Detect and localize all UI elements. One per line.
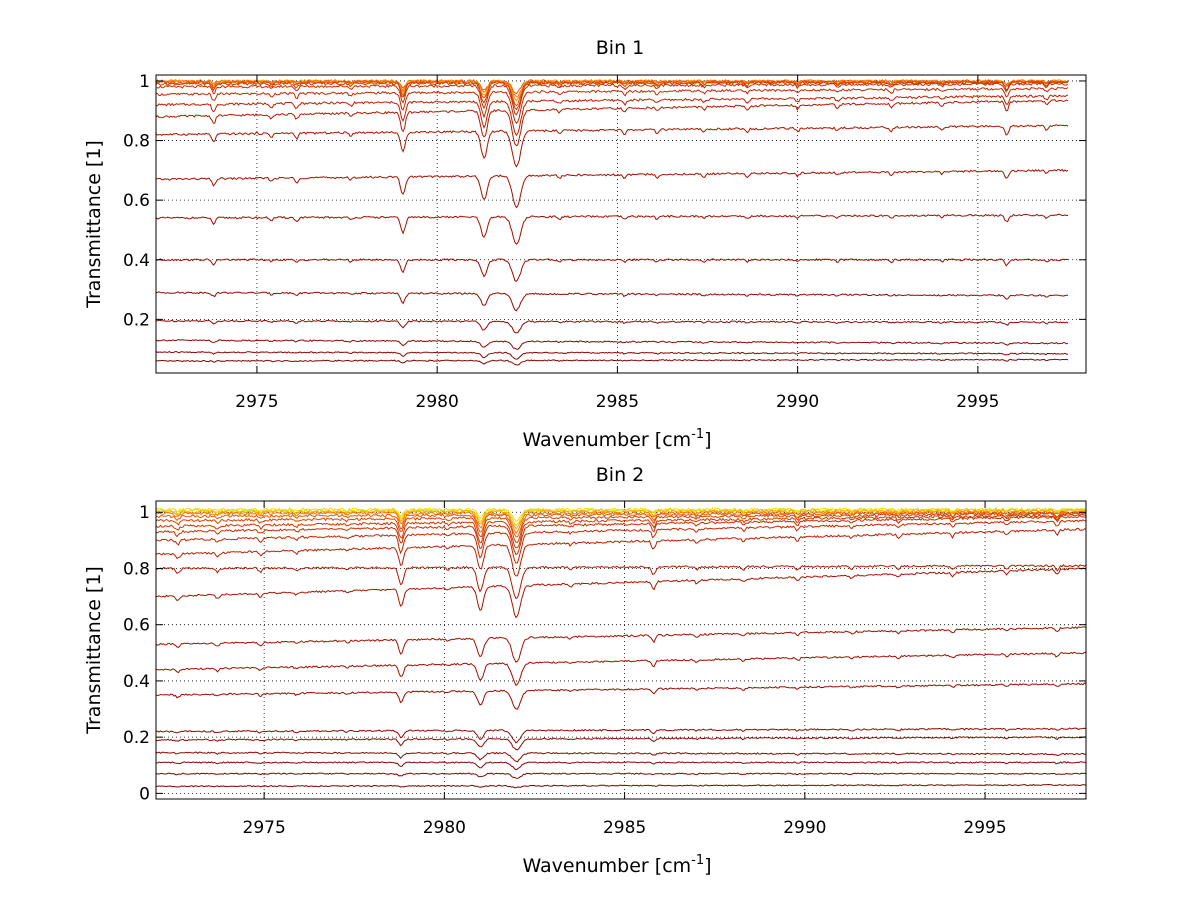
series-line xyxy=(155,682,1087,710)
series-line xyxy=(155,124,1069,168)
x-tick-label: 2985 xyxy=(603,818,646,838)
series-line xyxy=(155,339,1069,350)
plot-area xyxy=(155,500,1087,800)
x-axis-label: Wavenumber [cm-1] xyxy=(522,853,711,877)
y-tick-label: 0.4 xyxy=(123,251,150,271)
series-line xyxy=(155,79,1069,107)
y-tick-label: 0.6 xyxy=(123,616,150,636)
y-tick-label: 1 xyxy=(139,72,150,92)
x-axis-label-text: Wavenumber [cm xyxy=(522,429,691,451)
ticks: 2975 2980 2985 2990 2995 0.2 0.4 0.6 0.8 1 xyxy=(123,72,1086,412)
series-line xyxy=(155,626,1087,663)
series-line xyxy=(155,772,1087,779)
series-line xyxy=(156,727,1087,744)
ticks: 2975 2980 2985 2990 2995 0 0.2 0.4 0.6 0.8 1 xyxy=(123,501,1086,838)
series-line xyxy=(155,168,1069,209)
series-line xyxy=(155,651,1087,687)
plot-area xyxy=(155,74,1087,374)
x-tick-label: 2990 xyxy=(783,818,826,838)
series-line xyxy=(156,358,1069,366)
series-line xyxy=(155,514,1087,556)
x-tick-label: 2980 xyxy=(416,392,459,412)
panel-bin-2: Bin 2 2975 2980 2985 2990 2995 0 0.2 0.4 0.6 0.8 1… xyxy=(83,464,1087,877)
series-line xyxy=(155,319,1069,334)
y-tick-label: 0.6 xyxy=(123,191,150,211)
series-line xyxy=(155,507,1087,527)
series-line xyxy=(155,351,1069,360)
x-axis-label-close: ] xyxy=(704,855,711,877)
series-line xyxy=(155,527,1087,577)
series-line xyxy=(155,783,1087,789)
series-line xyxy=(155,291,1068,312)
series-line xyxy=(155,519,1087,564)
series-line xyxy=(155,79,1069,102)
chart-title: Bin 1 xyxy=(596,37,644,59)
series-line xyxy=(155,94,1069,137)
x-tick-label: 2995 xyxy=(963,818,1006,838)
x-tick-label: 2995 xyxy=(956,392,999,412)
y-tick-label: 0.2 xyxy=(123,728,150,748)
x-tick-label: 2975 xyxy=(235,392,278,412)
series-line xyxy=(155,99,1069,147)
series-group xyxy=(155,78,1069,366)
y-tick-label: 0.8 xyxy=(123,559,150,579)
series-line xyxy=(155,258,1069,283)
series-line xyxy=(155,213,1069,245)
x-tick-label: 2980 xyxy=(423,818,466,838)
series-line xyxy=(155,86,1069,124)
series-group xyxy=(155,507,1087,789)
series-line xyxy=(156,508,1087,530)
x-tick-label: 2990 xyxy=(776,392,819,412)
chart-title: Bin 2 xyxy=(596,464,644,486)
y-tick-label: 0.2 xyxy=(123,310,150,330)
x-axis-label: Wavenumber [cm-1] xyxy=(522,427,711,451)
y-axis-label: Transmittance [1] xyxy=(83,140,105,309)
y-tick-label: 0 xyxy=(139,784,150,804)
series-line xyxy=(155,512,1087,544)
x-axis-label-sup: -1 xyxy=(691,853,704,868)
y-tick-label: 1 xyxy=(139,503,150,523)
series-line xyxy=(155,511,1087,538)
x-axis-label-text: Wavenumber [cm xyxy=(522,855,691,877)
series-line xyxy=(155,761,1086,771)
x-tick-label: 2985 xyxy=(596,392,639,412)
y-tick-label: 0.8 xyxy=(123,132,150,152)
series-line xyxy=(155,751,1087,763)
series-line xyxy=(155,735,1087,751)
x-axis-label-sup: -1 xyxy=(691,427,704,442)
series-line xyxy=(155,82,1069,116)
series-line xyxy=(155,513,1087,549)
x-axis-label-close: ] xyxy=(704,429,711,451)
y-axis-label: Transmittance [1] xyxy=(83,566,105,735)
panel-bin-1: Bin 1 2975 2980 2985 2990 29950.20.40.60.81 … xyxy=(83,37,1087,451)
y-tick-label: 0.4 xyxy=(123,672,150,692)
series-line xyxy=(156,564,1087,600)
series-line xyxy=(156,567,1087,619)
x-tick-label: 2975 xyxy=(243,818,286,838)
series-line xyxy=(155,80,1069,111)
